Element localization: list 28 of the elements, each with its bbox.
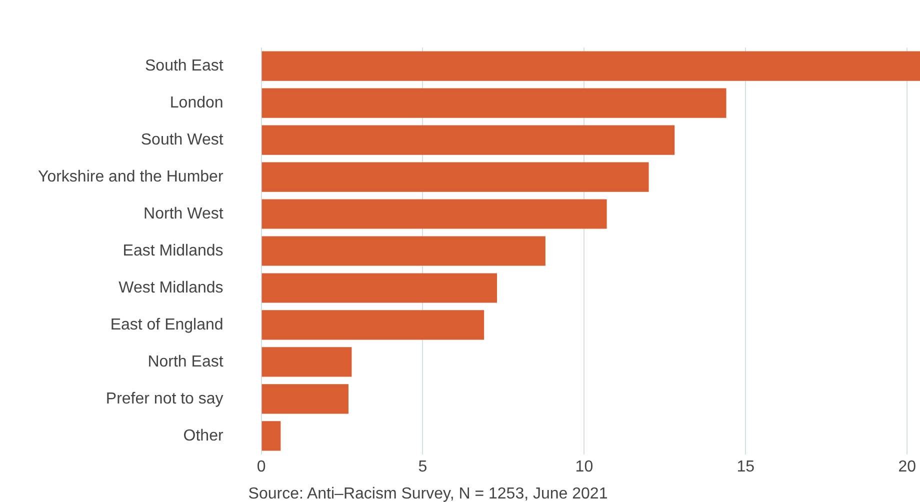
y-tick-label: East Midlands	[122, 242, 224, 260]
y-tick-label: London	[170, 94, 224, 112]
y-tick-label: South East	[145, 57, 224, 74]
y-tick-label: Other	[183, 427, 224, 444]
y-tick-label: Prefer not to say	[106, 390, 224, 408]
bar	[262, 347, 352, 377]
x-tick-label: 10	[575, 458, 594, 476]
x-tick-label: 0	[256, 458, 266, 476]
bar	[262, 273, 498, 303]
bar	[262, 199, 607, 229]
y-tick-label: North West	[144, 205, 224, 222]
bar	[262, 88, 726, 118]
bar	[262, 162, 649, 192]
y-tick-label: West Midlands	[118, 279, 224, 296]
y-tick-label: East of England	[110, 316, 224, 334]
bar	[262, 125, 675, 155]
bar	[262, 421, 281, 451]
bar	[262, 384, 348, 414]
x-tick-label: 20	[898, 458, 916, 476]
y-tick-label: South West	[140, 131, 224, 148]
bar	[262, 51, 920, 81]
source-note: Source: Anti–Racism Survey, N = 1253, June 2021	[248, 485, 608, 502]
bar	[262, 310, 484, 340]
x-tick-label: 15	[736, 458, 755, 476]
bar	[262, 236, 546, 266]
x-tick-label: 5	[418, 458, 428, 476]
y-tick-label: Yorkshire and the Humber	[38, 168, 224, 186]
y-tick-label: North East	[148, 353, 224, 370]
